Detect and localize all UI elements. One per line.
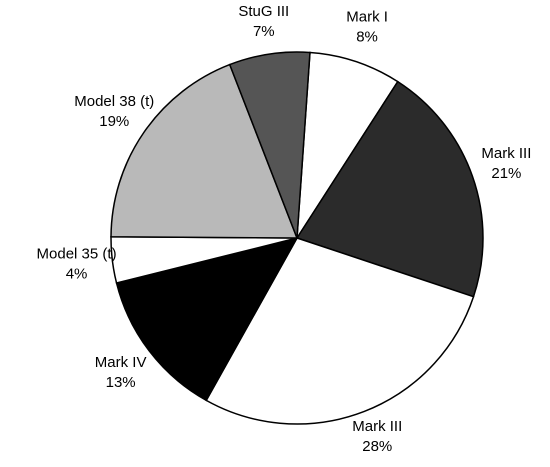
slice-value: 19% [99, 113, 129, 130]
pie-slice [295, 80, 484, 298]
slice-value: 13% [106, 374, 136, 391]
slice-value: 21% [491, 165, 521, 182]
slice-value: 28% [362, 438, 392, 455]
slice-label: Mark IV [95, 354, 147, 371]
pie-slice [205, 237, 475, 425]
slice-value: 4% [66, 265, 88, 282]
pie-slice [228, 51, 311, 239]
pie-slice [296, 51, 399, 239]
slice-value: 8% [356, 28, 378, 45]
slice-label: Model 38 (t) [74, 93, 154, 110]
slice-label: Mark I [346, 8, 388, 25]
slice-label: Model 35 (t) [37, 245, 117, 262]
slice-value: 7% [253, 23, 275, 40]
slice-label: Mark III [352, 418, 402, 435]
pie-slice [115, 236, 299, 402]
pie-slice [110, 63, 299, 239]
slice-label: StuG III [238, 3, 289, 20]
slice-label: Mark III [481, 145, 531, 162]
